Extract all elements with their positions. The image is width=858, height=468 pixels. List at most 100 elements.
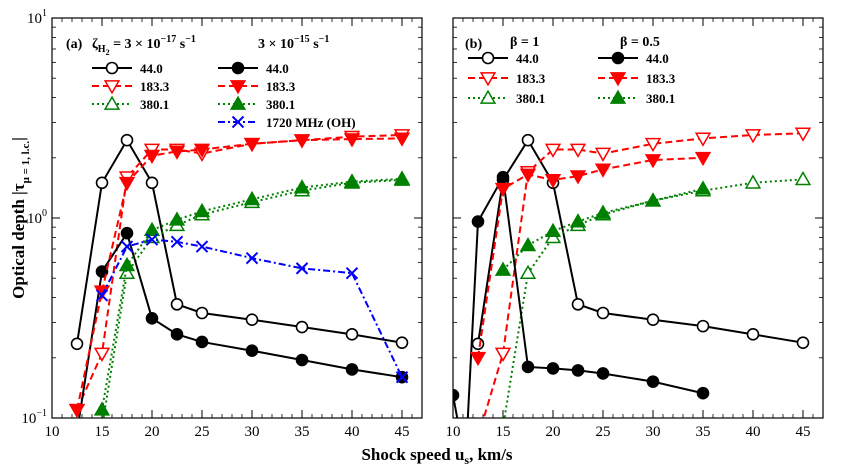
data-point <box>519 168 537 183</box>
data-point <box>794 170 812 186</box>
legend-entry-a-2: 380.1 <box>92 95 169 112</box>
panel-b-label: (b) <box>465 37 482 52</box>
y-tick-label: 10−1 <box>21 408 47 427</box>
panel-a-frame <box>51 17 423 419</box>
x-tick-label: 40 <box>746 424 761 440</box>
legend-label: 183.3 <box>266 79 296 94</box>
legend-entry-a-1: 183.3 <box>92 79 170 95</box>
legend-label: 380.1 <box>266 97 295 112</box>
legend-label: 44.0 <box>140 61 163 76</box>
x-tick-label: 45 <box>395 424 410 440</box>
x-tick-label: 15 <box>95 424 110 440</box>
panel-a-zeta-heading: ζH2 = 3 × 10−17 s−1 <box>92 34 196 57</box>
data-point <box>395 370 409 384</box>
data-point <box>569 170 587 185</box>
data-point <box>571 364 585 377</box>
series-b-5 <box>494 180 712 276</box>
legend-marker <box>479 72 497 87</box>
data-point <box>521 133 535 147</box>
legend-label: 183.3 <box>516 71 546 86</box>
legend-marker <box>229 95 247 110</box>
legend-label: 1720 MHz (OH) <box>266 115 356 130</box>
data-point <box>143 221 161 237</box>
data-point <box>644 192 662 207</box>
legend-label: 44.0 <box>646 51 669 66</box>
panel-b-ticks <box>452 18 824 419</box>
panel-b: (b) β = 1 β = 0.5 44.0 183.3 380.1 44.0 183.… <box>452 17 824 419</box>
data-point <box>93 401 111 416</box>
series-a-2 <box>102 171 411 418</box>
series-a-1 <box>68 129 411 418</box>
data-point <box>343 133 361 148</box>
data-point <box>170 298 184 311</box>
data-point <box>193 143 211 158</box>
data-point <box>293 134 311 149</box>
legend-entry-a-4: 183.3 <box>218 79 296 95</box>
data-point <box>544 174 562 189</box>
series-a-0 <box>70 133 409 351</box>
data-point <box>644 154 662 169</box>
data-point <box>295 353 309 367</box>
series-b-2 <box>503 170 812 418</box>
data-point <box>93 347 111 362</box>
data-point <box>796 336 810 349</box>
data-point <box>594 147 612 162</box>
data-point <box>644 137 662 153</box>
legend-entry-b-5: 380.1 <box>598 89 675 106</box>
series-a-4 <box>68 132 411 418</box>
legend-entry-a-0: 44.0 <box>92 61 163 76</box>
data-point <box>469 351 487 367</box>
legend-label: 380.1 <box>516 91 545 106</box>
data-point <box>646 313 660 327</box>
data-point <box>596 306 610 320</box>
legend-label: 380.1 <box>646 91 675 106</box>
data-point <box>496 170 510 184</box>
legend-entry-a-5: 380.1 <box>218 95 295 112</box>
data-point <box>519 264 537 280</box>
x-tick-label: 10 <box>446 424 461 440</box>
y-tick-label: 100 <box>27 208 47 227</box>
data-point <box>794 127 812 142</box>
data-point <box>393 132 411 147</box>
panel-a-legend: 44.0 183.3 380.1 44.0 183.3 380.1 1720 MHz (OH… <box>92 61 356 130</box>
x-tick-label: 10 <box>45 424 60 440</box>
data-point <box>494 261 512 276</box>
data-point <box>245 251 259 265</box>
series-a-3 <box>72 226 409 438</box>
data-point <box>596 367 610 380</box>
data-point <box>746 328 760 341</box>
x-tick-label: 25 <box>195 424 210 440</box>
x-tick-label: 35 <box>696 424 711 440</box>
panel-a-series <box>68 129 411 438</box>
data-point <box>195 240 209 253</box>
legend-label: 44.0 <box>266 61 289 76</box>
panel-b-series <box>453 127 812 418</box>
series-line <box>76 134 403 411</box>
data-point <box>744 174 762 189</box>
data-point <box>343 173 361 188</box>
data-point <box>393 170 411 185</box>
x-tick-label: 30 <box>646 424 661 440</box>
data-point <box>195 306 209 320</box>
series-line <box>503 178 804 418</box>
series-b-1 <box>482 127 812 418</box>
data-point <box>521 360 535 374</box>
data-point <box>72 427 83 438</box>
legend-label: 44.0 <box>516 51 539 66</box>
data-point <box>569 143 587 158</box>
data-point <box>696 319 710 333</box>
data-point <box>471 215 485 228</box>
panel-b-col2-heading: β = 0.5 <box>620 35 660 50</box>
data-point <box>118 264 136 280</box>
data-point <box>646 375 660 388</box>
data-point <box>168 145 186 160</box>
data-point <box>118 256 136 272</box>
panel-a-col2-heading: 3 × 10−15 s−1 <box>258 34 329 52</box>
data-point <box>95 289 109 302</box>
data-point <box>70 337 84 351</box>
legend-marker <box>611 51 625 65</box>
data-point <box>170 328 184 341</box>
data-point <box>471 337 485 351</box>
data-point <box>594 204 612 219</box>
